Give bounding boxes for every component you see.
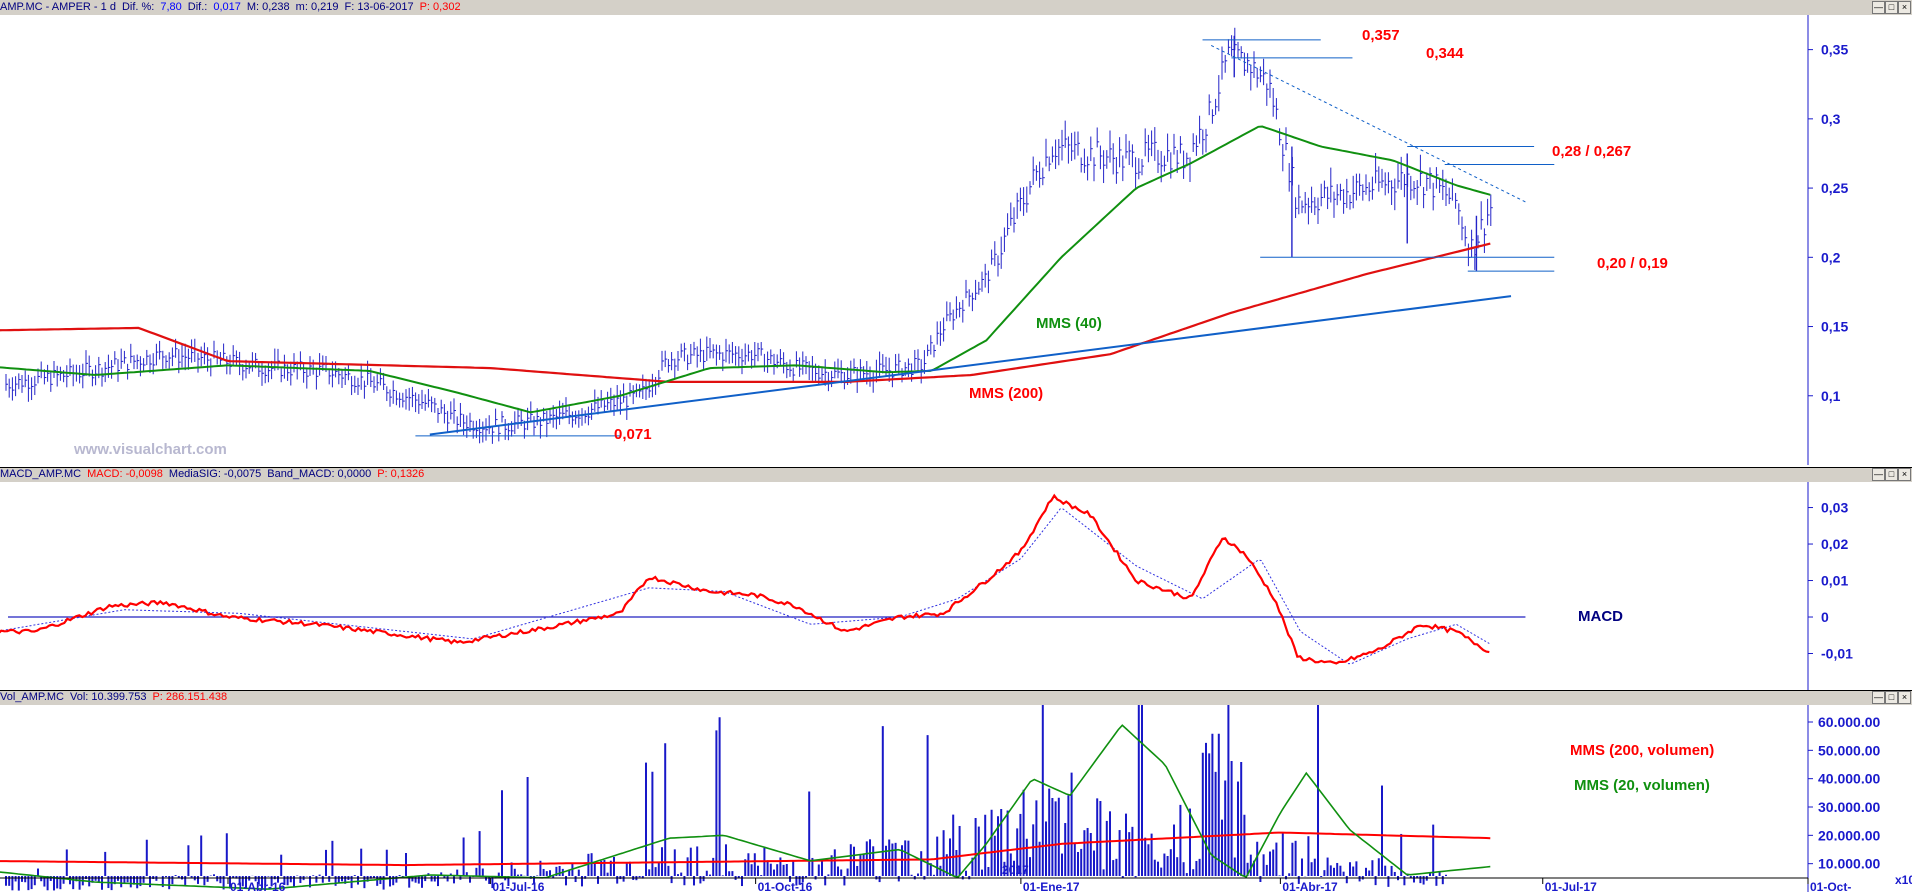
volume-minimize-button[interactable]: — — [1872, 691, 1885, 704]
header-field: P: 0,1326 — [377, 468, 425, 480]
macd-minimize-button[interactable]: — — [1872, 468, 1885, 481]
volume-chart[interactable]: 10.000.00 20.000.00 30.000.00 40.000.00 50.0… — [0, 690, 1912, 892]
header-field: MACD: -0,0098 — [87, 468, 163, 480]
macd-close-button[interactable]: × — [1898, 468, 1911, 481]
level-label-071: 0,071 — [614, 426, 652, 443]
header-field: m: 0,219 — [295, 1, 339, 13]
price-chart[interactable]: 0,1 0,15 0,2 0,25 0,3 0,35 0,357 0,344 0,28 / 0,… — [0, 0, 1912, 467]
x-tick-label: 01-Jul-16 — [492, 880, 544, 892]
signal-line — [0, 508, 1490, 665]
y-tick-label: 30.000.00 — [1818, 799, 1880, 815]
y-tick-label: 0,3 — [1821, 111, 1841, 127]
level-label-357: 0,357 — [1362, 27, 1400, 44]
macd-chart[interactable]: -0,01 0 0,01 0,02 0,03 MACD — [0, 467, 1912, 690]
y-tick-label: 0,25 — [1821, 180, 1848, 196]
uptrend-line — [429, 295, 1512, 436]
x-tick-label: 01-Oct-16 — [758, 880, 813, 892]
macd-maximize-button[interactable]: □ — [1885, 468, 1898, 481]
minimize-button[interactable]: — — [1872, 1, 1885, 14]
y-tick-label: 0,35 — [1821, 42, 1848, 58]
price-panel: AMP.MC - AMPER - 1 d Dif. %: 7,80 Dif.: 0,01… — [0, 0, 1912, 467]
y-tick-label: -0,01 — [1821, 646, 1853, 662]
header-field: Dif. %: — [121, 1, 155, 13]
price-bars — [5, 27, 1493, 444]
vol-mms20-line — [0, 724, 1491, 890]
header-field: Vol_AMP.MC — [0, 691, 64, 703]
mms200-label: MMS (200) — [969, 385, 1043, 402]
vol-mms20-label: MMS (20, volumen) — [1574, 777, 1710, 794]
header-field: F: 13-06-2017 — [344, 1, 414, 13]
close-button[interactable]: × — [1898, 1, 1911, 14]
header-field: MACD_AMP.MC — [0, 468, 82, 480]
volume-panel: Vol_AMP.MC Vol: 10.399.753 P: 286.151.438 … — [0, 690, 1912, 892]
y-tick-label: 0,03 — [1821, 500, 1848, 516]
maximize-button[interactable]: □ — [1885, 1, 1898, 14]
mms40-line — [0, 125, 1491, 414]
y-tick-label: 0,15 — [1821, 319, 1848, 335]
volume-close-button[interactable]: × — [1898, 691, 1911, 704]
header-field: MediaSIG: -0,0075 — [168, 468, 262, 480]
y-tick-label: 10.000.00 — [1818, 856, 1880, 872]
price-header: AMP.MC - AMPER - 1 d Dif. %: 7,80 Dif.: 0,01… — [0, 0, 1912, 15]
x-tick-label: 01-Abr-17 — [1282, 880, 1338, 892]
y-tick-label: 0,02 — [1821, 536, 1848, 552]
header-field: AMP.MC - AMPER - 1 d — [0, 1, 116, 13]
y-tick-label: 60.000.00 — [1818, 714, 1880, 730]
x-tick-label: 01-Oct- — [1810, 880, 1851, 892]
mms40-label: MMS (40) — [1036, 315, 1102, 332]
macd-panel: MACD_AMP.MC MACD: -0,0098 MediaSIG: -0,007… — [0, 467, 1912, 690]
x-tick-label: 01-Jul-17 — [1545, 880, 1597, 892]
header-field: Dif.: — [187, 1, 208, 13]
macd-line — [0, 493, 1490, 665]
header-field: Vol: 10.399.753 — [70, 691, 147, 703]
y-tick-label: 50.000.00 — [1818, 742, 1880, 758]
volume-header: Vol_AMP.MC Vol: 10.399.753 P: 286.151.438 — [0, 690, 1912, 705]
y-tick-label: 40.000.00 — [1818, 771, 1880, 787]
scale-marker: x10 — [1895, 873, 1912, 887]
level-label-028: 0,28 / 0,267 — [1552, 143, 1631, 160]
watermark: www.visualchart.com — [73, 441, 227, 458]
x-tick-label: 01-Abr-16 — [230, 880, 286, 892]
header-field: P: 0,302 — [419, 1, 461, 13]
header-field: P: 286.151.438 — [152, 691, 228, 703]
level-label-020: 0,20 / 0,19 — [1597, 255, 1668, 272]
level-label-344: 0,344 — [1426, 45, 1464, 62]
header-field: 7,80 — [160, 1, 182, 13]
y-tick-label: 20.000.00 — [1818, 827, 1880, 843]
macd-label: MACD — [1578, 608, 1623, 625]
year-marker: 2017 — [1002, 863, 1029, 877]
vol-mms200-line — [0, 831, 1491, 867]
macd-header: MACD_AMP.MC MACD: -0,0098 MediaSIG: -0,007… — [0, 467, 1912, 482]
downtrend-line — [1210, 45, 1526, 203]
y-tick-label: 0,01 — [1821, 573, 1848, 589]
header-field: M: 0,238 — [246, 1, 290, 13]
y-tick-label: 0,2 — [1821, 249, 1841, 265]
x-tick-label: 01-Ene-17 — [1023, 880, 1080, 892]
volume-maximize-button[interactable]: □ — [1885, 691, 1898, 704]
header-field: 0,017 — [213, 1, 241, 13]
y-tick-label: 0,1 — [1821, 388, 1841, 404]
vol-mms200-label: MMS (200, volumen) — [1570, 742, 1714, 759]
y-tick-label: 0 — [1821, 609, 1829, 625]
header-field: Band_MACD: 0,0000 — [267, 468, 372, 480]
mms200-line — [0, 242, 1491, 383]
